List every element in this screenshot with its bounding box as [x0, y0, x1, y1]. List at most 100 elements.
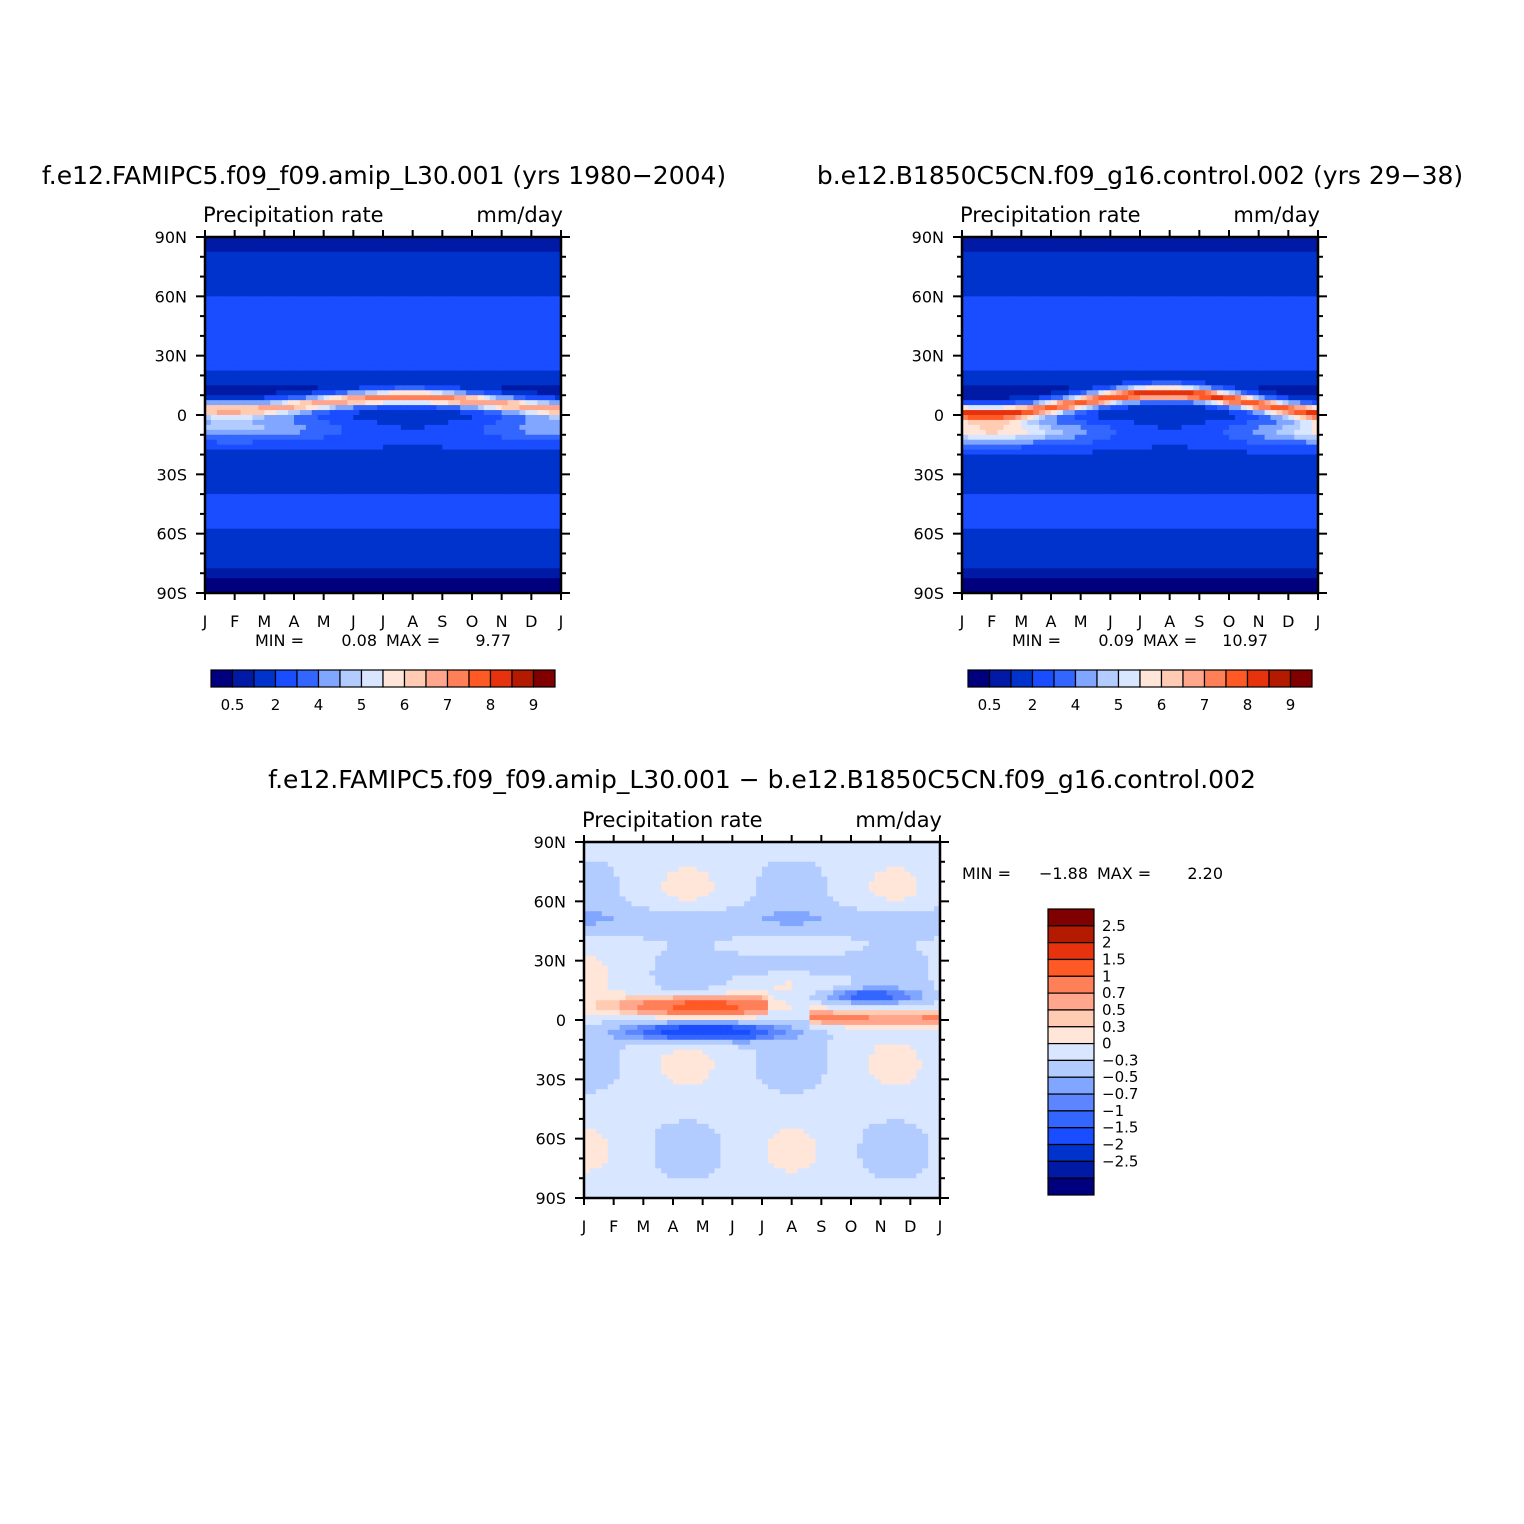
- field-cell: [418, 326, 426, 332]
- field-cell: [264, 251, 271, 258]
- field-cell: [282, 548, 289, 555]
- field-cell: [264, 499, 271, 505]
- field-cell: [270, 424, 277, 431]
- field-cell: [1229, 241, 1236, 248]
- field-cell: [252, 241, 259, 248]
- field-cell: [519, 237, 526, 243]
- field-cell: [335, 355, 343, 362]
- field-cell: [507, 301, 515, 307]
- field-cell: [448, 261, 455, 268]
- field-cell: [383, 271, 390, 278]
- field-cell: [288, 528, 295, 535]
- field-cell: [466, 449, 473, 456]
- field-cell: [359, 573, 366, 579]
- field-cell: [430, 484, 437, 490]
- field-cell: [228, 449, 236, 456]
- field-cell: [305, 261, 313, 268]
- field-cell: [1128, 271, 1135, 278]
- field-cell: [270, 395, 277, 401]
- field-cell: [252, 395, 259, 401]
- field-cell: [442, 291, 449, 297]
- field-cell: [501, 286, 509, 292]
- field-cell: [555, 588, 562, 594]
- field-cell: [513, 513, 521, 520]
- field-cell: [288, 578, 295, 584]
- field-cell: [454, 439, 461, 446]
- field-cell: [341, 459, 348, 466]
- field-cell: [495, 271, 503, 278]
- field-cell: [305, 365, 313, 372]
- field-cell: [1294, 237, 1301, 243]
- field-cell: [282, 474, 289, 480]
- field-cell: [442, 405, 449, 411]
- field-cell: [329, 291, 337, 297]
- field-cell: [489, 306, 497, 312]
- field-cell: [454, 350, 461, 357]
- field-cell: [353, 246, 360, 253]
- field-cell: [359, 538, 366, 545]
- field-cell: [335, 439, 343, 446]
- field-cell: [519, 523, 526, 530]
- field-cell: [317, 330, 325, 337]
- field-cell: [234, 281, 242, 288]
- field-cell: [537, 474, 544, 480]
- field-cell: [531, 251, 538, 258]
- field-cell: [531, 553, 538, 559]
- field-cell: [1252, 276, 1260, 283]
- field-cell: [507, 429, 515, 436]
- field-cell: [299, 311, 307, 317]
- field-cell: [394, 326, 402, 332]
- field-cell: [294, 375, 301, 381]
- field-cell: [264, 237, 271, 243]
- field-cell: [1276, 246, 1283, 253]
- field-cell: [252, 469, 259, 475]
- field-cell: [323, 301, 331, 307]
- field-cell: [973, 256, 981, 263]
- field-cell: [329, 241, 337, 248]
- field-cell: [299, 345, 307, 352]
- field-cell: [323, 385, 331, 391]
- field-cell: [347, 286, 354, 292]
- field-cell: [383, 291, 390, 297]
- field-cell: [347, 454, 354, 461]
- field-cell: [288, 489, 295, 495]
- field-cell: [973, 271, 981, 278]
- field-cell: [406, 345, 414, 352]
- field-cell: [472, 558, 479, 564]
- field-cell: [1229, 237, 1236, 243]
- field-cell: [412, 311, 420, 317]
- field-cell: [1187, 266, 1194, 273]
- field-cell: [240, 494, 248, 500]
- field-cell: [430, 335, 437, 342]
- field-cell: [252, 479, 259, 485]
- colorbar-label: 6: [400, 696, 410, 714]
- field-cell: [519, 266, 526, 273]
- field-cell: [424, 316, 432, 322]
- field-cell: [222, 271, 230, 278]
- field-cell: [519, 548, 526, 555]
- field-cell: [294, 316, 301, 322]
- field-cell: [537, 494, 544, 500]
- field-cell: [353, 360, 360, 367]
- field-cell: [371, 429, 378, 436]
- field-cell: [205, 340, 212, 347]
- field-cell: [311, 311, 319, 317]
- field-cell: [531, 474, 538, 480]
- field-cell: [519, 291, 526, 297]
- field-cell: [264, 558, 271, 564]
- field-cell: [454, 355, 461, 362]
- field-cell: [1211, 276, 1218, 283]
- field-cell: [222, 385, 230, 391]
- field-cell: [1021, 261, 1028, 268]
- field-cell: [543, 291, 550, 297]
- field-cell: [436, 508, 443, 515]
- field-cell: [282, 380, 289, 386]
- field-cell: [264, 444, 271, 451]
- field-cell: [537, 439, 544, 446]
- field-cell: [365, 360, 372, 367]
- field-cell: [210, 568, 218, 574]
- field-cell: [216, 301, 224, 307]
- field-cell: [537, 291, 544, 297]
- field-cell: [240, 410, 248, 416]
- field-cell: [377, 390, 384, 396]
